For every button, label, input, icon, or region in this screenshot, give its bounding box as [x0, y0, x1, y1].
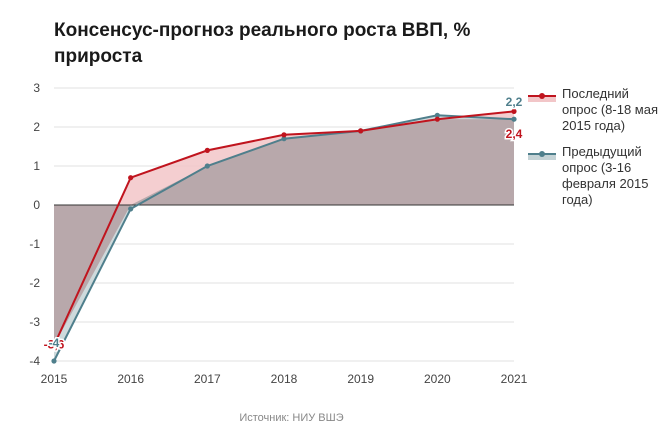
x-tick-label: 2021: [501, 372, 528, 386]
data-point-latest: [204, 147, 210, 153]
data-point-previous: [511, 116, 517, 122]
chart-legend: Последний опрос (8-18 мая 2015 года) Пре…: [528, 86, 660, 218]
area-overlap: [54, 119, 514, 346]
legend-swatch-latest: [528, 90, 556, 102]
y-tick-label: 1: [33, 159, 40, 173]
y-tick-label: -2: [29, 276, 40, 290]
x-tick-label: 2020: [424, 372, 451, 386]
x-tick-label: 2019: [347, 372, 374, 386]
y-tick-label: 2: [33, 120, 40, 134]
data-point-latest: [434, 116, 440, 122]
data-point-previous: [204, 163, 210, 169]
data-label-previous-last: 2,2: [506, 95, 523, 109]
legend-label-latest: Последний опрос (8-18 мая 2015 года): [562, 86, 659, 133]
data-point-latest: [358, 128, 364, 134]
data-label-latest-first: -3,6: [44, 337, 65, 351]
data-point-previous: [128, 206, 134, 212]
data-point-latest: [51, 342, 57, 348]
y-tick-label: -3: [29, 315, 40, 329]
data-point-latest: [281, 132, 287, 138]
source-note: Источник: НИУ ВШЭ: [239, 412, 344, 424]
legend-swatch-previous: [528, 148, 556, 160]
y-tick-label: -1: [29, 237, 40, 251]
data-point-previous: [434, 112, 440, 118]
x-tick-label: 2016: [117, 372, 144, 386]
data-label-latest-last: 2,4: [506, 127, 523, 141]
x-tick-label: 2017: [194, 372, 221, 386]
data-point-previous: [281, 136, 287, 142]
data-point-latest: [511, 108, 517, 114]
x-tick-label: 2015: [41, 372, 68, 386]
data-point-latest: [128, 175, 134, 181]
legend-label-previous: Предыдущий опрос (3-16 февраля 2015 года…: [562, 144, 649, 207]
data-point-previous: [51, 358, 57, 364]
chart-title: Консенсус-прогноз реального роста ВВП, %…: [54, 20, 471, 67]
y-tick-label: 3: [33, 81, 40, 95]
x-tick-label: 2018: [271, 372, 298, 386]
legend-item-latest[interactable]: Последний опрос (8-18 мая 2015 года): [528, 86, 660, 134]
y-tick-label: -4: [29, 354, 40, 368]
legend-item-previous[interactable]: Предыдущий опрос (3-16 февраля 2015 года…: [528, 144, 660, 208]
y-tick-label: 0: [33, 198, 40, 212]
data-label-previous-first: -4: [49, 336, 60, 350]
